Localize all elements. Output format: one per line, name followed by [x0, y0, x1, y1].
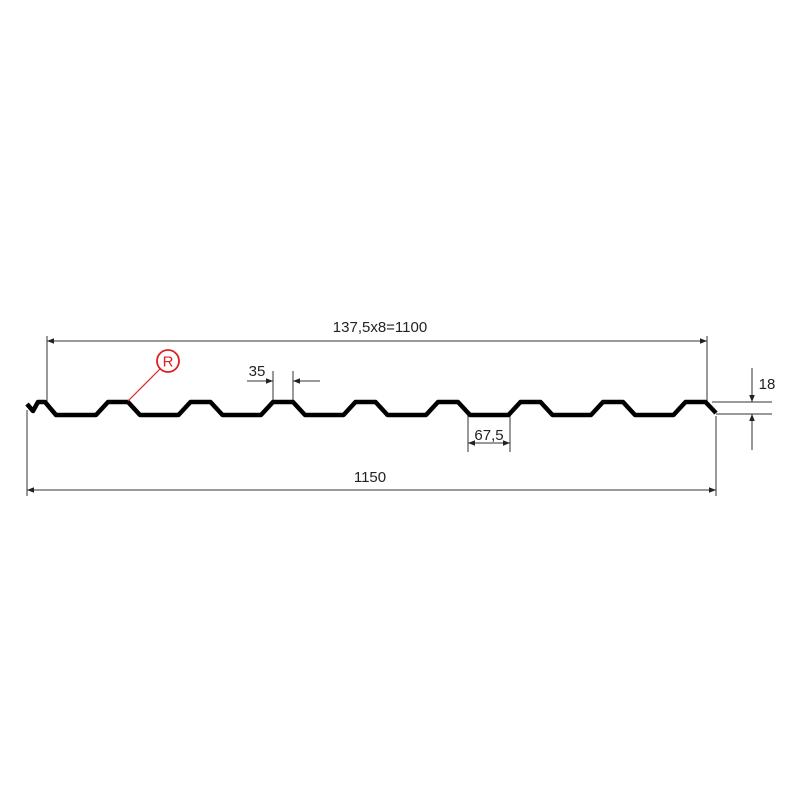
marker-leader-line: [127, 368, 161, 402]
pitch-label: 137,5x8=1100: [333, 319, 427, 336]
marker: R: [127, 349, 180, 402]
marker-circle: [156, 349, 180, 373]
crest-width-label: 35: [249, 363, 266, 380]
marker-label: R: [163, 354, 174, 371]
total-width-label: 1150: [354, 469, 386, 486]
height-label: 18: [759, 376, 776, 393]
dimension-lines: [26, 336, 772, 496]
trough-width-label: 67,5: [474, 427, 503, 444]
sheet-profile: [25, 399, 718, 418]
